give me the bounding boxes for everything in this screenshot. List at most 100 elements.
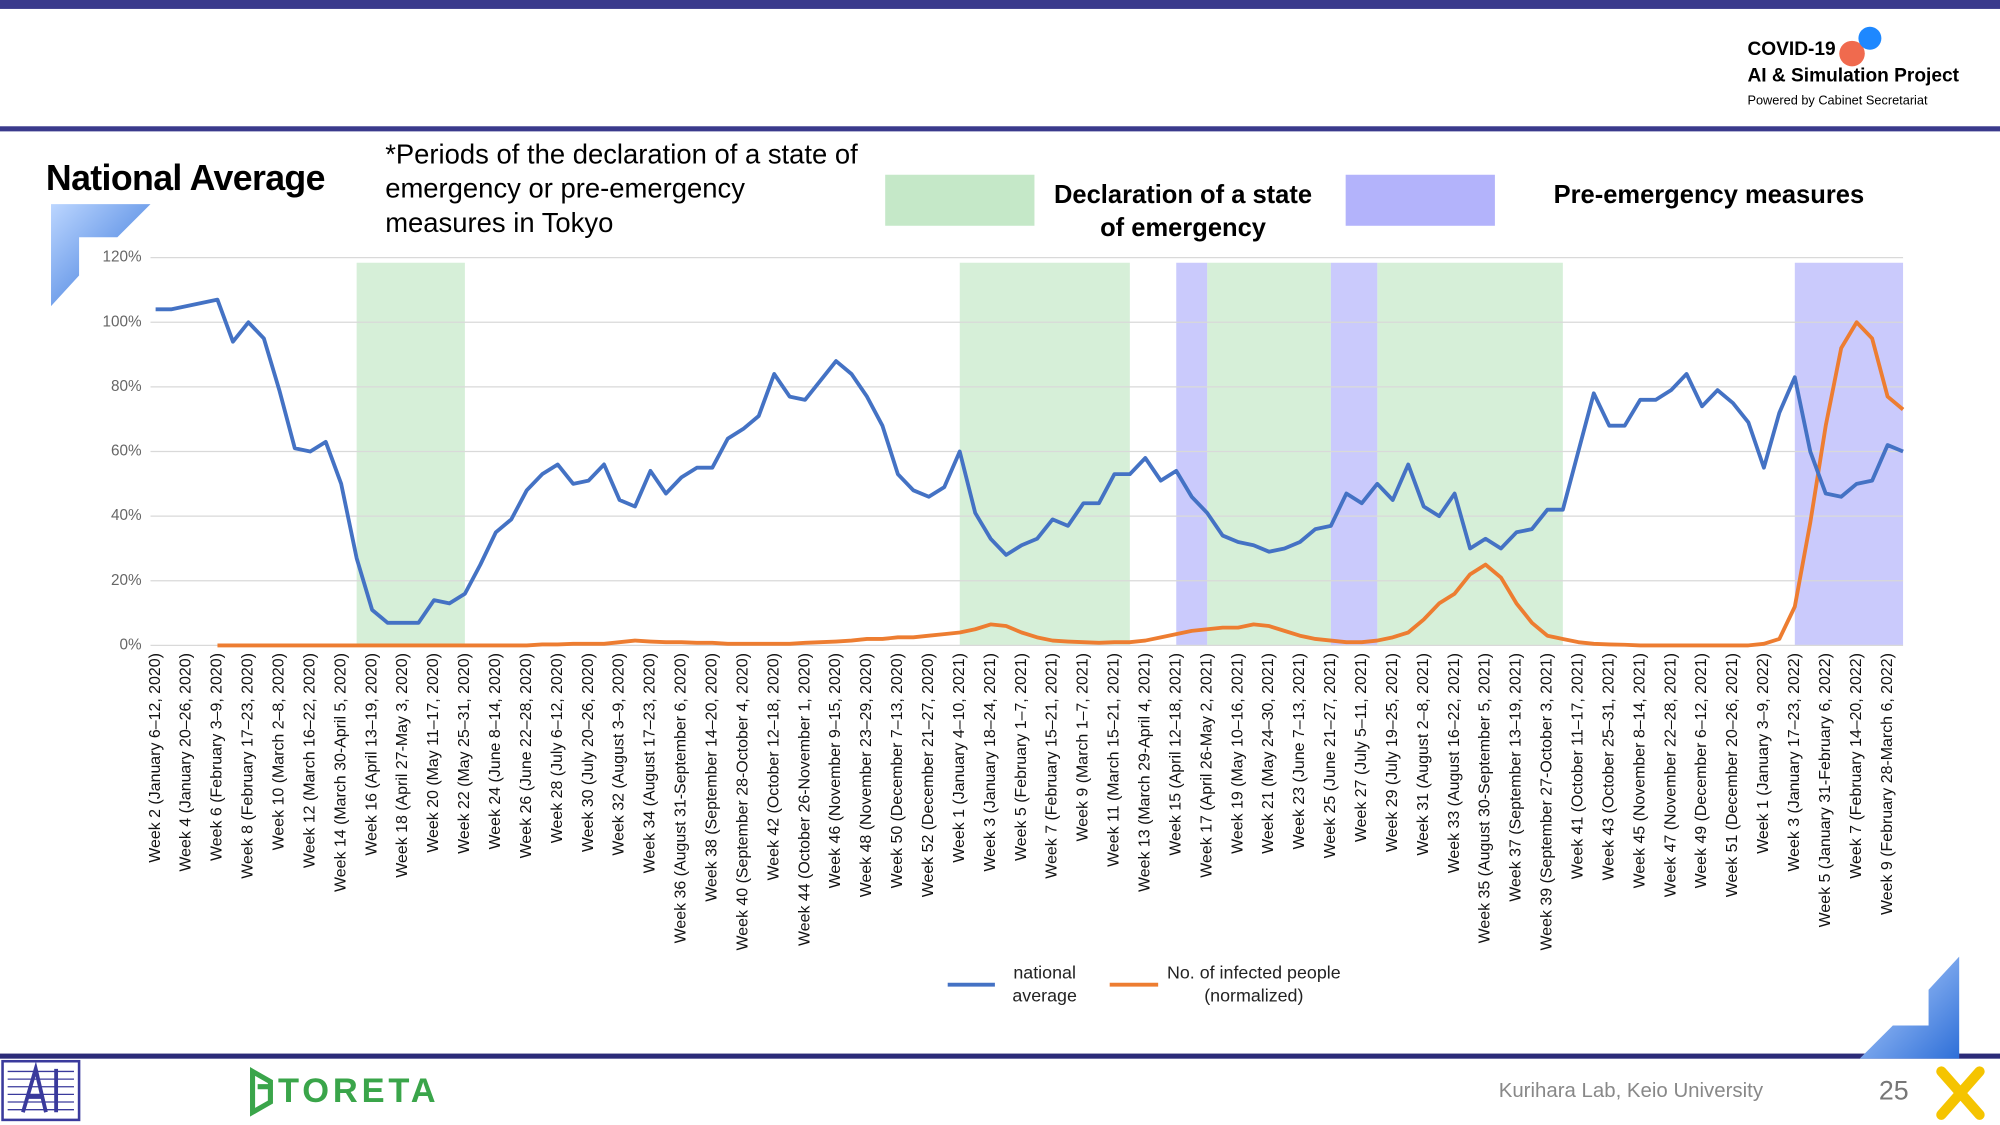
x-tick-label: Week 48 (November 23–29, 2020) [858,653,875,897]
x-tick-label: Week 51 (December 20–26, 2021) [1724,653,1741,897]
x-tick-label: Week 3 (January 17–23, 2022) [1786,653,1803,872]
period-band [356,262,465,646]
x-tick-label: Week 49 (December 6–12, 2021) [1693,653,1710,888]
x-tick-label: Week 7 (February 15–21, 2021) [1044,653,1061,879]
chart-note: *Periods of the declaration of a state o… [385,139,858,239]
x-tick-label: Week 26 (June 22–28, 2020) [518,653,535,858]
series-line [217,320,1905,648]
x-tick-label: Week 28 (July 6–12, 2020) [549,653,566,843]
legend-label: Pre-emergency measures [1553,181,1865,210]
x-tick-label: Week 29 (July 19–25, 2021) [1384,653,1401,852]
x-tick-label: Week 41 (October 11–17, 2021) [1570,653,1587,879]
x-tick-label: Week 5 (February 1–7, 2021) [1013,653,1030,861]
legend-label: No. of infected people (normalized) [1166,961,1341,1006]
x-tick-label: Week 33 (August 16–22, 2021) [1446,653,1463,873]
legend-label: Declaration of a state of emergency [1054,181,1313,243]
x-tick-label: Week 8 (February 17–23, 2020) [240,653,257,879]
x-tick-label: Week 20 (May 11–17, 2020) [425,653,442,853]
x-tick-label: Week 5 (January 31-February 6, 2022) [1817,653,1834,927]
x-tick-label: Week 35 (August 30-September 5, 2021) [1477,653,1494,943]
x-tick-label: Week 1 (January 3–9, 2022) [1755,653,1772,854]
x-tick-label: Week 14 (March 30-April 5, 2020) [332,653,349,892]
x-tick-label: Week 10 (March 2–8, 2020) [271,653,288,850]
x-tick-label: Week 43 (October 25–31, 2021) [1600,653,1617,880]
x-tick-label: Week 15 (April 12–18, 2021) [1167,653,1184,856]
period-band [959,262,1130,646]
x-tick-label: Week 31 (August 2–8, 2021) [1415,653,1432,856]
legend-swatch [1345,174,1495,226]
x-tick-label: Week 24 (June 8–14, 2020) [487,653,504,849]
logo-title: COVID-19 [1747,38,1836,60]
x-tick-label: Week 30 (July 20–26, 2020) [580,653,597,852]
period-band [1207,262,1331,646]
x-tick-label: Week 34 (August 17–23, 2020) [642,653,659,873]
y-tick-label: 100% [102,313,142,330]
x-tick-label: Week 44 (October 26-November 1, 2020) [796,653,813,946]
plot: 0% 20% 40% 60% 80% 100% 120% Week 2 (January 6–… [102,249,1905,950]
sponsor-logo: TORETA [278,1071,440,1110]
page-number: 25 [1878,1076,1909,1106]
x-tick-label: Week 16 (April 13–19, 2020) [363,653,380,856]
x-tick-label: Week 25 (June 21–27, 2021) [1322,653,1339,858]
x-logo [1936,1066,1985,1120]
period-band [1176,262,1208,646]
period-band [1330,262,1378,646]
logo-title: AI & Simulation Project [1747,65,1960,87]
y-tick-label: 20% [111,572,142,589]
y-tick-label: 120% [102,249,142,266]
corner-decoration [51,204,151,307]
logo-dot [1858,26,1882,50]
x-tick-label: Week 19 (May 10–16, 2021) [1229,653,1246,854]
x-tick-label: Week 50 (December 7–13, 2020) [889,653,906,888]
header-rule [0,126,2000,132]
x-tick-label: Week 6 (February 3–9, 2020) [209,653,226,861]
x-tick-label: Week 2 (January 6–12, 2020) [147,653,164,863]
y-tick-label: 0% [119,636,142,653]
logo-subtitle: Powered by Cabinet Secretariat [1747,94,1928,109]
legend-label: national average [1012,961,1077,1006]
x-tick-label: Week 37 (September 13–19, 2021) [1508,653,1525,902]
x-tick-label: Week 17 (April 26-May 2, 2021) [1198,653,1215,878]
x-tick-label: Week 38 (September 14–20, 2020) [704,653,721,902]
legend-swatch [885,174,1035,226]
period-band [1377,262,1563,646]
footer-rule [0,1053,2000,1059]
y-tick-label: 60% [111,443,142,460]
sponsor-icon [249,1067,273,1117]
x-tick-label: Week 23 (June 7–13, 2021) [1291,653,1308,849]
x-tick-label: Week 21 (May 24–30, 2021) [1260,653,1277,854]
top-bar [0,0,2000,9]
x-tick-label: Week 45 (November 8–14, 2021) [1631,653,1648,888]
y-tick-label: 40% [111,507,142,524]
x-tick-label: Week 7 (February 14–20, 2022) [1848,653,1865,879]
x-tick-label: Week 11 (March 15–21, 2021) [1106,653,1123,867]
y-tick-label: 80% [111,378,142,395]
x-tick-label: Week 22 (May 25–31, 2020) [456,653,473,854]
x-tick-label: Week 47 (November 22–28, 2021) [1662,653,1679,897]
logo-dot [1839,40,1865,67]
x-tick-label: Week 13 (March 29-April 4, 2021) [1137,653,1154,892]
x-tick-label: Week 12 (March 16–22, 2020) [301,653,318,868]
footer-credit: Kurihara Lab, Keio University [1498,1080,1764,1103]
x-tick-label: Week 52 (December 21–27, 2020) [920,653,937,897]
chart-title: National Average [45,158,326,198]
x-tick-label: Week 40 (September 28-October 4, 2020) [734,653,751,950]
series-line [155,297,1904,625]
x-tick-label: Week 9 (February 28-March 6, 2022) [1879,653,1896,915]
x-tick-label: Week 4 (January 20–26, 2020) [178,653,195,872]
x-tick-label: Week 9 (March 1–7, 2021) [1075,653,1092,841]
lab-logo [1,1059,81,1122]
x-tick-label: Week 3 (January 18–24, 2021) [982,653,999,872]
x-tick-label: Week 42 (October 12–18, 2020) [765,653,782,880]
x-tick-label: Week 46 (November 9–15, 2020) [827,653,844,888]
x-tick-label: Week 1 (January 4–10, 2021) [951,653,968,863]
corner-decoration [1859,956,1960,1059]
x-tick-label: Week 27 (July 5–11, 2021) [1353,653,1370,842]
x-tick-label: Week 39 (September 27-October 3, 2021) [1539,653,1556,950]
x-tick-label: Week 32 (August 3–9, 2020) [611,653,628,856]
x-tick-label: Week 18 (April 27-May 3, 2020) [394,653,411,878]
x-tick-label: Week 36 (August 31-September 6, 2020) [673,653,690,943]
